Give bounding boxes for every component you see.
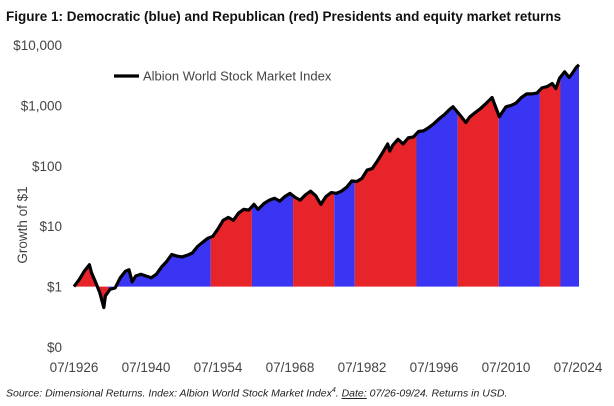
x-tick-label: 07/2010 bbox=[482, 360, 531, 375]
x-tick-label: 07/1926 bbox=[50, 360, 99, 375]
legend: Albion World Stock Market Index bbox=[114, 69, 332, 84]
y-tick-label: $0 bbox=[47, 340, 62, 355]
source-date-label: Date: bbox=[341, 387, 367, 400]
source-note: Source: Dimensional Returns. Index: Albi… bbox=[6, 387, 508, 400]
term-area-democratic-7 bbox=[416, 106, 458, 287]
legend-label: Albion World Stock Market Index bbox=[143, 69, 332, 84]
term-area-republican-10 bbox=[539, 77, 561, 287]
x-tick-label: 07/1982 bbox=[338, 360, 387, 375]
source-superscript: 4 bbox=[331, 387, 336, 394]
x-tick-labels: 07/1926 07/1940 07/1954 07/1968 07/1982 07/19… bbox=[50, 360, 603, 375]
growth-chart: $0$1$10$100$1,000$10,000 07/1926 07/1940 0… bbox=[13, 38, 603, 375]
term-area-republican-8 bbox=[457, 97, 499, 287]
y-tick-label: $1 bbox=[47, 280, 62, 295]
x-tick-label: 07/1968 bbox=[266, 360, 315, 375]
term-areas bbox=[74, 64, 579, 308]
source-date-text: 07/26-09/24. Returns in USD. bbox=[366, 387, 508, 400]
x-tick-label: 07/2024 bbox=[554, 360, 603, 375]
y-tick-label: $10,000 bbox=[13, 38, 62, 53]
term-area-democratic-5 bbox=[334, 181, 355, 287]
index-line bbox=[72, 63, 581, 310]
x-tick-label: 07/1996 bbox=[410, 360, 459, 375]
term-area-republican-4 bbox=[293, 191, 335, 287]
term-area-democratic-3 bbox=[251, 193, 294, 287]
y-axis-title: Growth of $1 bbox=[15, 186, 30, 263]
y-tick-label: $10 bbox=[39, 219, 62, 234]
term-area-democratic-9 bbox=[498, 89, 540, 287]
x-tick-label: 07/1954 bbox=[194, 360, 243, 375]
source-prefix: Source: Dimensional Returns. Index: Albi… bbox=[6, 387, 332, 400]
x-tick-label: 07/1940 bbox=[122, 360, 171, 375]
y-tick-label: $1,000 bbox=[21, 98, 62, 113]
y-tick-label: $100 bbox=[32, 159, 62, 174]
y-tick-labels: $0 $1 $10 $100 $1,000 $10,000 bbox=[13, 38, 62, 355]
term-area-democratic-1 bbox=[108, 237, 211, 292]
figure-title: Figure 1: Democratic (blue) and Republic… bbox=[6, 9, 562, 24]
term-area-democratic-11 bbox=[560, 64, 579, 287]
term-area-republican-6 bbox=[354, 133, 417, 287]
